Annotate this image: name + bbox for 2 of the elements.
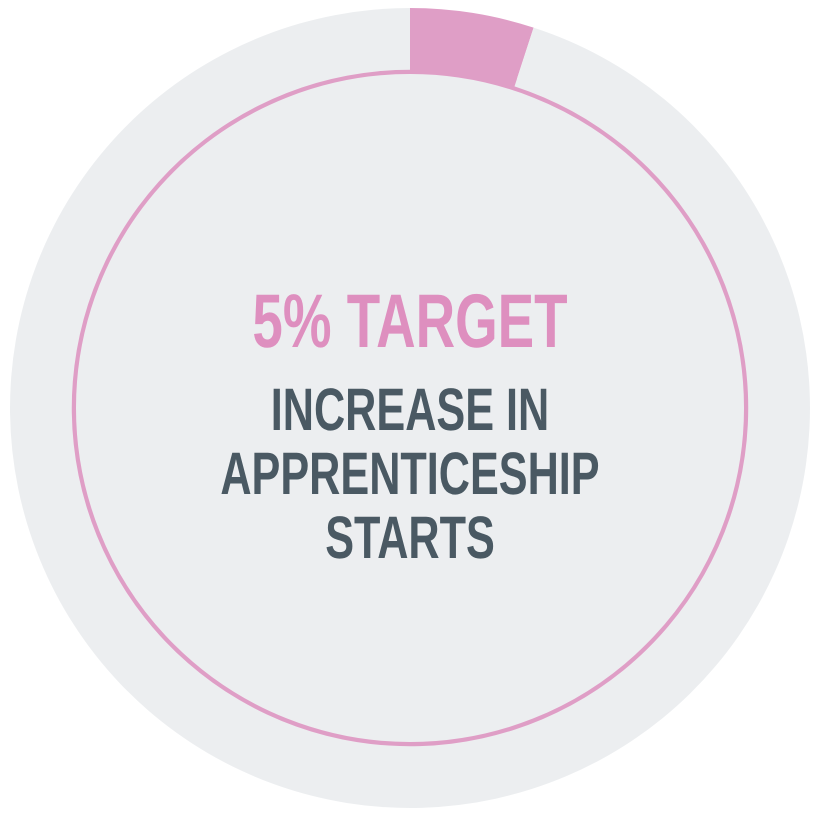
text: INCREASE IN APPRENTICESHIP STARTS xyxy=(219,376,601,571)
text: 5% TARGET xyxy=(251,279,569,364)
